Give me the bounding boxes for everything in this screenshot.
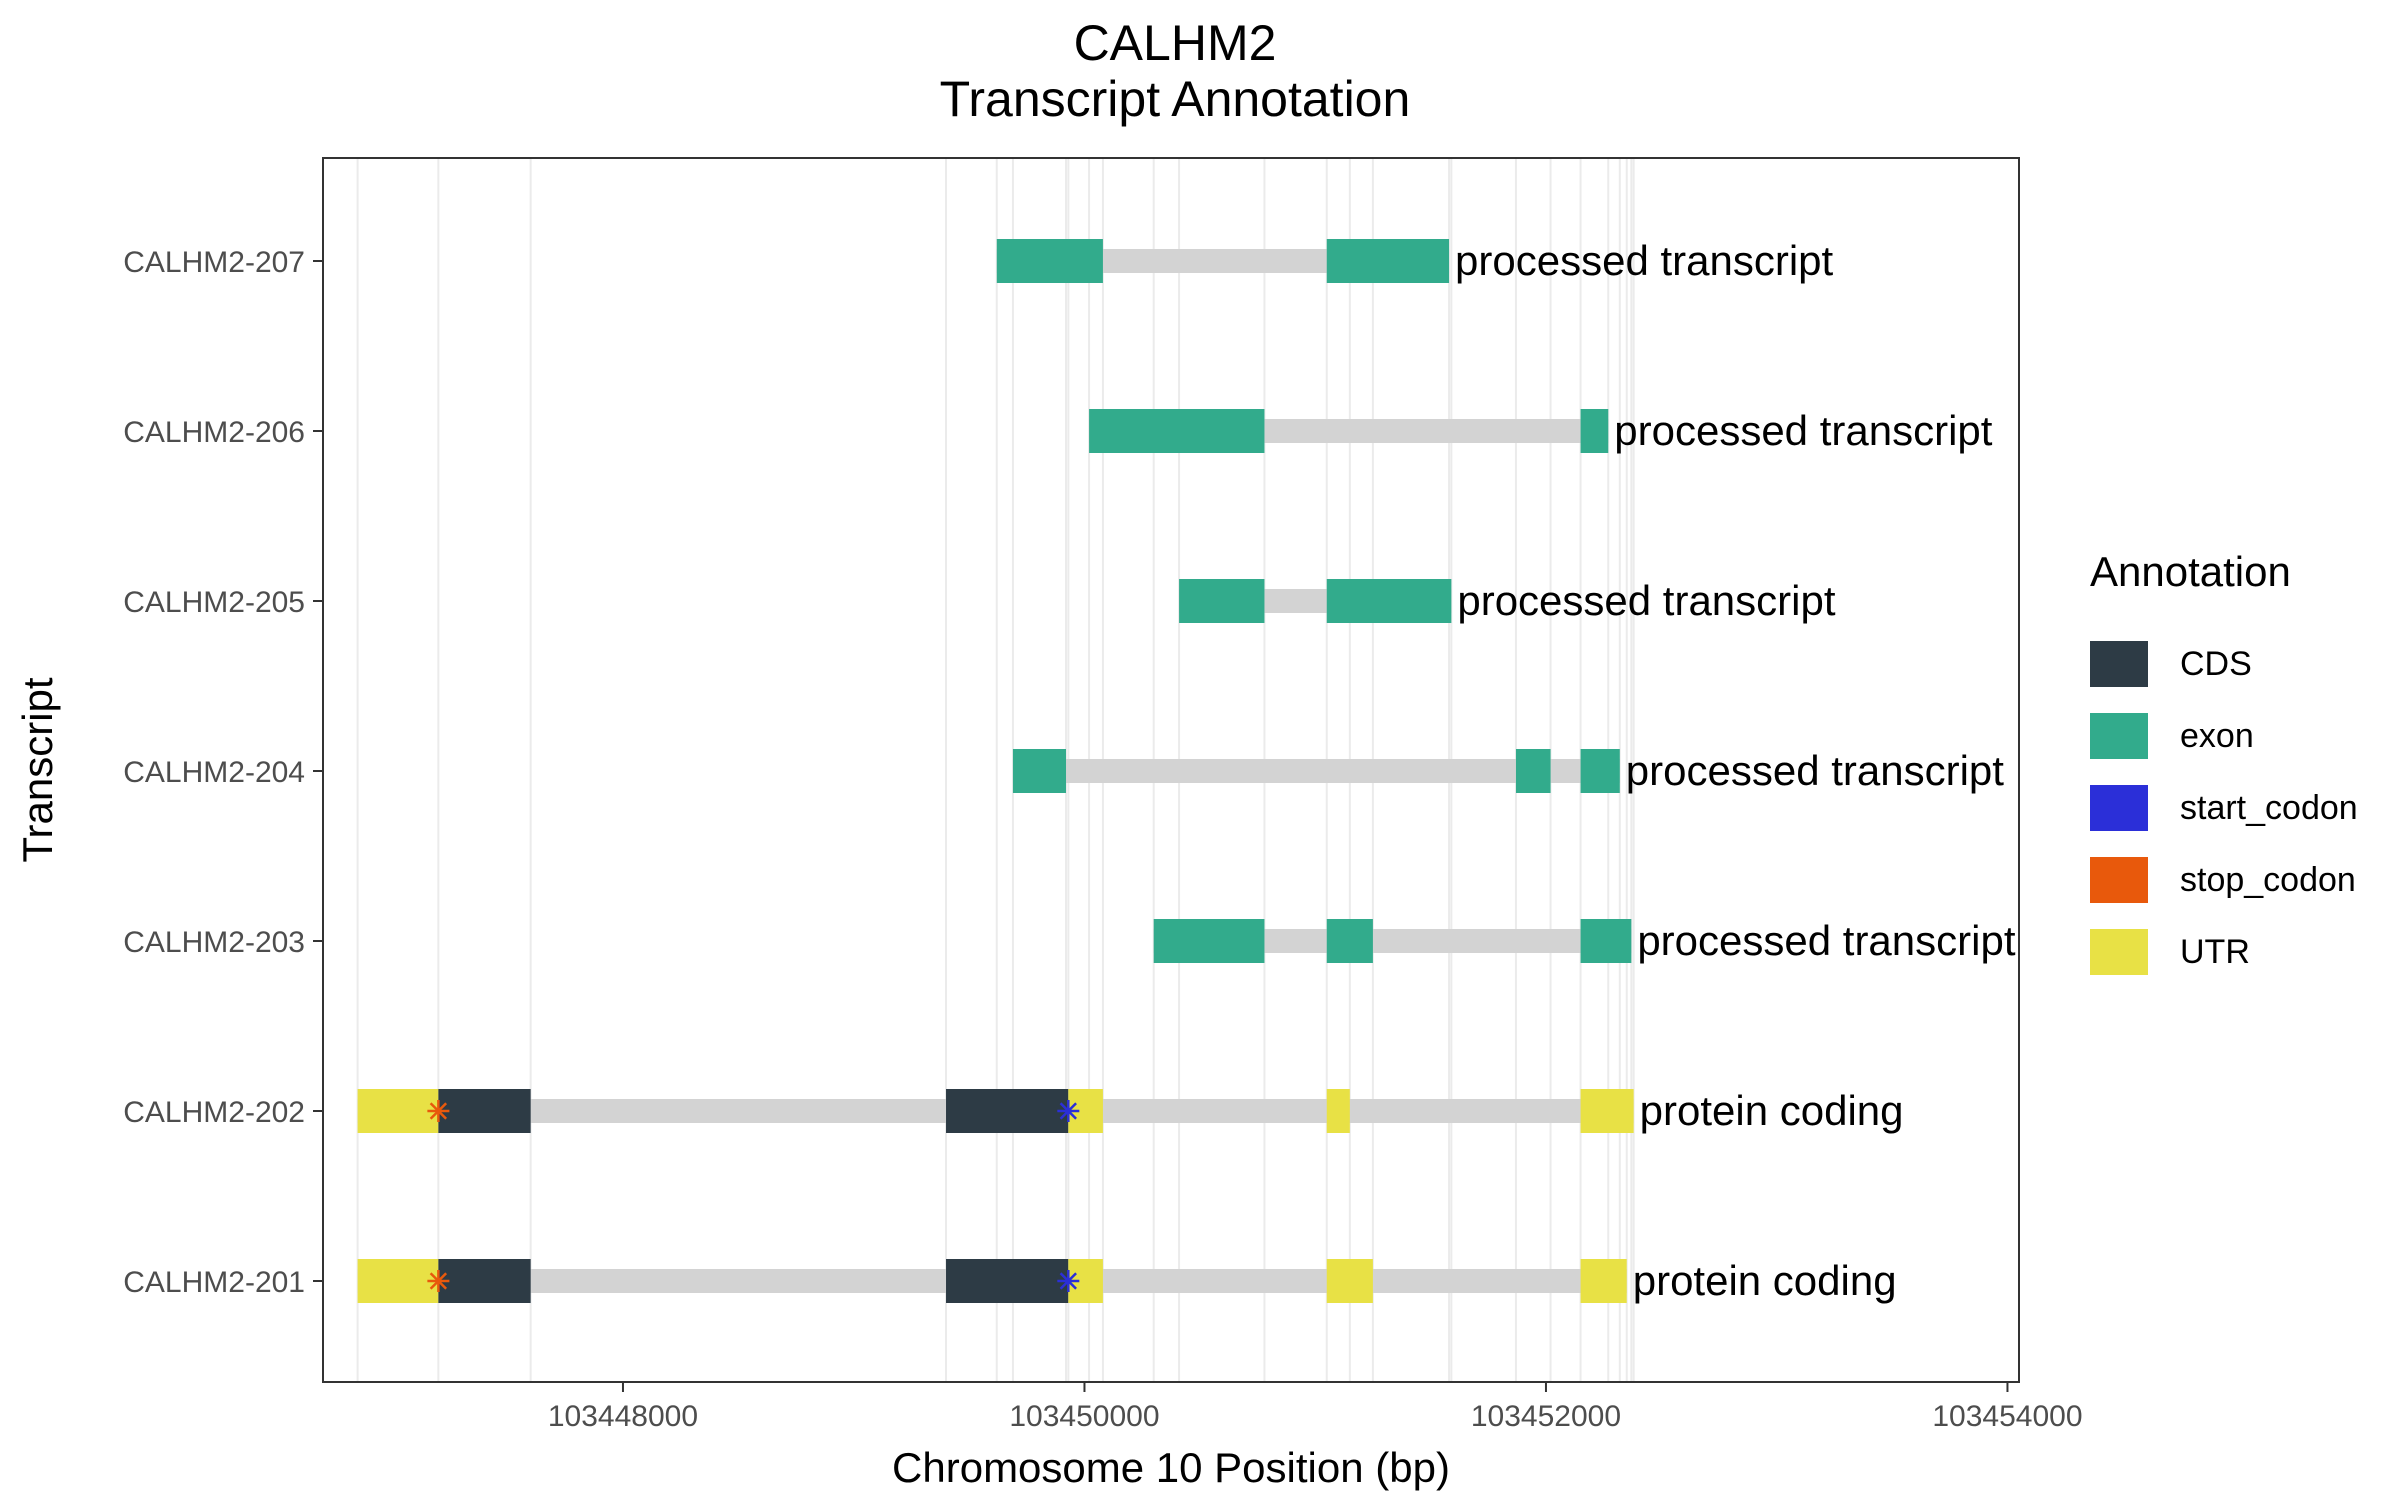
y-tick-label: CALHM2-201 (123, 1266, 305, 1299)
transcript-biotype-label: processed transcript (1637, 917, 2015, 964)
cds-block (438, 1089, 531, 1133)
exon-block (1326, 239, 1450, 283)
transcript-calhm2-204: processed transcript (1012, 747, 2004, 794)
start-codon-marker (1057, 1100, 1080, 1122)
legend-item-utr: UTR (2090, 916, 2390, 988)
legend-label-exon: exon (2180, 716, 2254, 755)
transcript-calhm2-205: processed transcript (1179, 577, 1836, 624)
exon-block (1515, 749, 1551, 793)
transcript-biotype-label: processed transcript (1626, 747, 2004, 794)
legend-title: Annotation (2090, 548, 2291, 595)
y-tick-label: CALHM2-206 (123, 416, 305, 449)
transcript-biotype-label: processed transcript (1457, 577, 1835, 624)
y-tick-label: CALHM2-207 (123, 246, 305, 279)
exon-block (1326, 579, 1452, 623)
transcript-calhm2-201: protein coding (357, 1257, 1897, 1304)
transcript-biotype-label: processed transcript (1614, 407, 1992, 454)
x-tick-label: 103454000 (1932, 1400, 2082, 1433)
utr-block (357, 1259, 439, 1303)
transcript-calhm2-207: processed transcript (996, 237, 1834, 284)
exon-block (996, 239, 1103, 283)
y-axis: CALHM2-207 CALHM2-206 CALHM2-205 CALHM2-204… (123, 246, 323, 1299)
legend-key-start-codon (2090, 785, 2148, 831)
transcript-biotype-label: protein coding (1633, 1257, 1897, 1304)
legend-key-stop-codon (2090, 857, 2148, 903)
legend: Annotation CDS exon start_codon stop_cod… (2090, 548, 2390, 988)
stop-codon-marker (427, 1270, 450, 1292)
legend-item-exon: exon (2090, 700, 2390, 772)
legend-key-utr (2090, 929, 2148, 975)
legend-key-exon (2090, 713, 2148, 759)
x-axis-label: Chromosome 10 Position (bp) (892, 1444, 1450, 1491)
utr-block (1580, 1259, 1627, 1303)
y-tick-label: CALHM2-202 (123, 1096, 305, 1129)
chart-title-line-2: Transcript Annotation (939, 71, 1411, 127)
cds-block (438, 1259, 531, 1303)
cds-block (946, 1259, 1069, 1303)
stop-codon-marker (427, 1100, 450, 1122)
transcript-calhm2-206: processed transcript (1089, 407, 1993, 454)
legend-item-cds: CDS (2090, 628, 2390, 700)
exon-block (1580, 749, 1620, 793)
utr-block (1580, 1089, 1634, 1133)
exon-block (1179, 579, 1265, 623)
exon-block (1580, 919, 1632, 963)
x-tick-label: 103450000 (1009, 1400, 1159, 1433)
legend-label-cds: CDS (2180, 644, 2252, 683)
legend-key-cds (2090, 641, 2148, 687)
transcript-tracks: processed transcript processed transcript… (357, 237, 2016, 1304)
x-axis: 103448000 103450000 103452000 103454000 (548, 1382, 2083, 1433)
legend-item-stop-codon: stop_codon (2090, 844, 2390, 916)
exon-block (1326, 919, 1373, 963)
transcript-calhm2-203: processed transcript (1153, 917, 2016, 964)
transcript-calhm2-202: protein coding (357, 1087, 1904, 1134)
start-codon-marker (1057, 1270, 1080, 1292)
utr-block (1326, 1259, 1373, 1303)
exon-block (1089, 409, 1265, 453)
exon-block (1580, 409, 1609, 453)
x-tick-label: 103448000 (548, 1400, 698, 1433)
cds-block (946, 1089, 1069, 1133)
x-tick-label: 103452000 (1471, 1400, 1621, 1433)
utr-block (1326, 1089, 1350, 1133)
y-tick-label: CALHM2-204 (123, 756, 305, 789)
y-tick-label: CALHM2-203 (123, 926, 305, 959)
y-tick-label: CALHM2-205 (123, 586, 305, 619)
chart-title-line-1: CALHM2 (1073, 15, 1277, 71)
utr-block (357, 1089, 439, 1133)
y-axis-label: Transcript (14, 677, 61, 862)
exon-block (1012, 749, 1067, 793)
legend-label-utr: UTR (2180, 932, 2250, 971)
legend-label-stop-codon: stop_codon (2180, 860, 2356, 899)
legend-item-start-codon: start_codon (2090, 772, 2390, 844)
transcript-biotype-label: protein coding (1640, 1087, 1904, 1134)
exon-block (1153, 919, 1265, 963)
transcript-biotype-label: processed transcript (1455, 237, 1833, 284)
legend-label-start-codon: start_codon (2180, 788, 2358, 827)
